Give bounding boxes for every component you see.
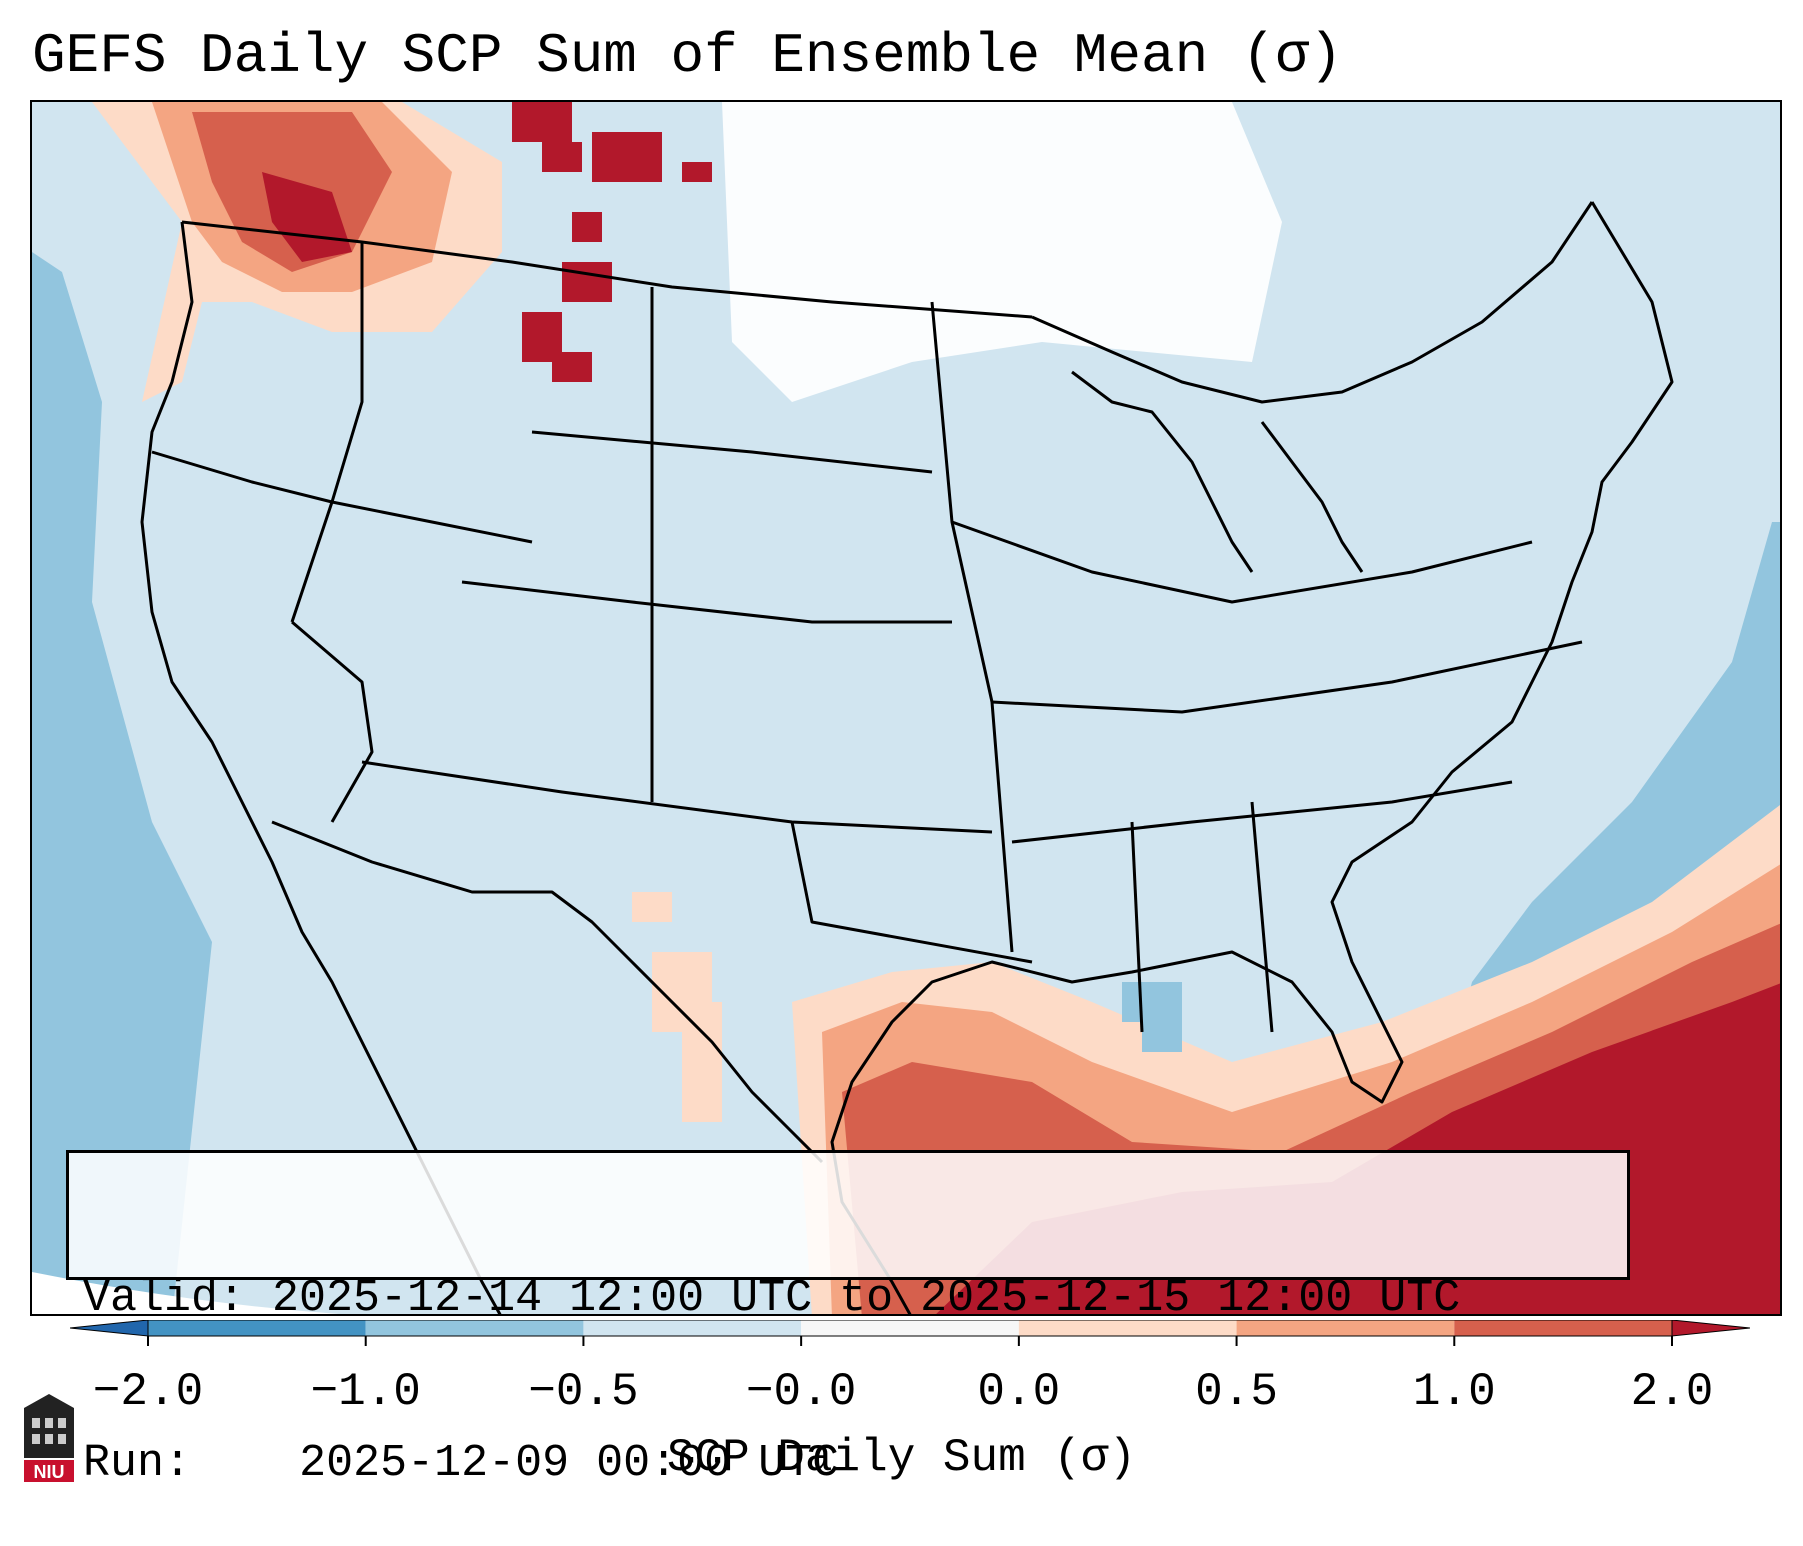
colorbar-under-extend	[70, 1320, 149, 1337]
colorbar-bins	[147, 1320, 1673, 1337]
colorbar-bin	[1236, 1320, 1455, 1336]
colorbar-tick-label: −1.0	[310, 1366, 421, 1418]
colorbar-tick-label: −0.5	[528, 1366, 639, 1418]
colorbar-bin	[801, 1320, 1019, 1336]
colorbar-ticks	[147, 1336, 1673, 1346]
colorbar-bin	[583, 1320, 802, 1336]
run-value: 2025-12-09 00:00 UTC	[299, 1438, 840, 1489]
colorbar-tick-label: −2.0	[92, 1366, 204, 1418]
state-boundaries	[140, 201, 1674, 1314]
colorbar-bin	[1454, 1320, 1672, 1336]
map-canvas	[32, 102, 1780, 1314]
valid-row: Valid: 2025-12-14 12:00 UTC to 2025-12-1…	[83, 1271, 1627, 1326]
valid-label: Valid:	[83, 1273, 246, 1324]
valid-run-info-box: Valid: 2025-12-14 12:00 UTC to 2025-12-1…	[66, 1150, 1630, 1489]
map-title: GEFS Daily SCP Sum of Ensemble Mean (σ)	[32, 24, 1343, 88]
niu-logo-text: NIU	[34, 1462, 65, 1482]
colorbar-bin	[148, 1320, 366, 1336]
colorbar	[70, 1320, 1750, 1346]
colorbar-tick-label: 2.0	[1630, 1366, 1714, 1418]
negative-zone-pacific	[32, 252, 212, 1314]
colorbar-tick-label: 0.5	[1195, 1366, 1278, 1418]
positive-zone-montana	[512, 102, 712, 382]
valid-value: 2025-12-14 12:00 UTC to 2025-12-15 12:00…	[272, 1273, 1461, 1324]
run-row: Run: 2025-12-09 00:00 UTC	[83, 1436, 1627, 1491]
colorbar-bin	[365, 1320, 584, 1336]
colorbar-tick-label: −0.0	[745, 1366, 857, 1418]
run-label: Run:	[83, 1438, 192, 1489]
colorbar-over-extend	[1671, 1320, 1750, 1337]
negative-zone-atlantic	[1452, 522, 1780, 1062]
off-projection-corner	[32, 1272, 339, 1314]
negative-zone-gulf-coast	[1122, 982, 1182, 1052]
map-panel[interactable]	[30, 100, 1782, 1316]
colorbar-tick-label: 1.0	[1412, 1366, 1496, 1418]
colorbar-tick-label: 0.0	[977, 1366, 1061, 1418]
niu-logo: NIU	[24, 1394, 74, 1482]
neutral-zone-north	[722, 102, 1282, 402]
colorbar-bin	[1018, 1320, 1237, 1336]
colorbar-label: SCP Daily Sum (σ)	[666, 1432, 1137, 1484]
positive-zone-texas	[632, 892, 722, 1122]
